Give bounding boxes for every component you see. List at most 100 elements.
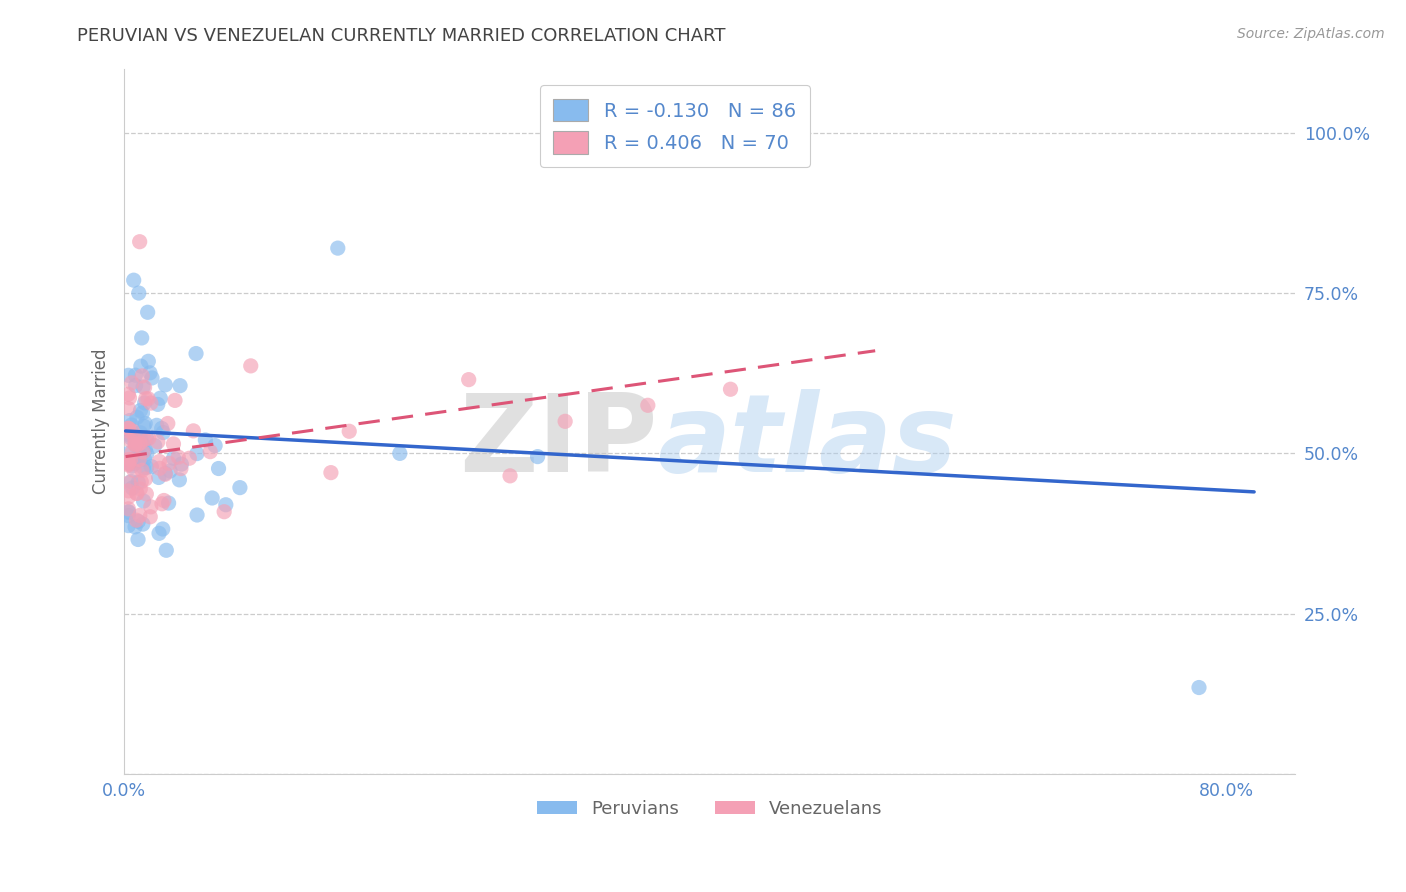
Point [637, 398, 659, 412]
Point [139, 500, 162, 514]
Legend: Peruvians, Venezuelans: Peruvians, Venezuelans [530, 793, 890, 825]
Point [163, 393, 186, 408]
Point [156, 417, 179, 431]
Point [134, 472, 156, 486]
Point [184, 346, 207, 360]
Point [152, 522, 174, 536]
Point [124, 437, 146, 451]
Point [117, 421, 139, 435]
Point [200, 444, 222, 458]
Point [132, 445, 155, 459]
Point [125, 450, 148, 465]
Point [118, 475, 141, 490]
Point [117, 368, 139, 383]
Point [121, 446, 143, 460]
Point [157, 496, 180, 510]
Point [143, 439, 166, 453]
Point [1188, 681, 1211, 695]
Point [204, 439, 226, 453]
Point [215, 498, 238, 512]
Point [152, 425, 174, 440]
Point [148, 526, 170, 541]
Point [120, 452, 142, 467]
Point [194, 433, 217, 447]
Point [125, 410, 148, 425]
Point [134, 452, 156, 467]
Point [117, 457, 139, 471]
Point [135, 447, 157, 461]
Point [129, 475, 152, 489]
Point [127, 533, 149, 547]
Point [129, 403, 152, 417]
Point [155, 377, 177, 392]
Point [135, 487, 157, 501]
Point [139, 396, 162, 410]
Point [159, 464, 181, 478]
Point [167, 450, 190, 464]
Point [124, 433, 146, 447]
Point [128, 452, 150, 467]
Point [132, 460, 155, 475]
Point [117, 401, 139, 416]
Point [121, 481, 143, 495]
Point [125, 486, 148, 500]
Point [148, 454, 170, 468]
Point [139, 366, 162, 380]
Point [526, 450, 548, 464]
Point [129, 432, 152, 446]
Point [121, 459, 143, 474]
Point [554, 414, 576, 428]
Point [148, 470, 170, 484]
Point [207, 461, 229, 475]
Point [149, 391, 172, 405]
Point [132, 380, 155, 394]
Point [135, 432, 157, 446]
Point [212, 505, 235, 519]
Point [162, 451, 184, 466]
Point [117, 490, 139, 504]
Point [117, 454, 139, 468]
Point [127, 515, 149, 529]
Point [129, 425, 152, 440]
Point [124, 437, 146, 451]
Point [117, 456, 139, 470]
Point [118, 391, 141, 405]
Point [117, 387, 139, 401]
Point [135, 392, 157, 406]
Point [128, 508, 150, 523]
Point [239, 359, 262, 373]
Point [134, 396, 156, 410]
Point [186, 508, 208, 522]
Point [141, 371, 163, 385]
Point [117, 508, 139, 523]
Point [162, 437, 184, 451]
Point [127, 437, 149, 451]
Point [125, 513, 148, 527]
Point [129, 359, 152, 373]
Point [131, 437, 153, 451]
Point [186, 447, 208, 461]
Point [149, 461, 172, 475]
Point [121, 417, 143, 432]
Point [131, 406, 153, 420]
Point [117, 501, 139, 516]
Point [319, 466, 342, 480]
Point [145, 418, 167, 433]
Text: PERUVIAN VS VENEZUELAN CURRENTLY MARRIED CORRELATION CHART: PERUVIAN VS VENEZUELAN CURRENTLY MARRIED… [77, 27, 725, 45]
Point [457, 373, 479, 387]
Point [141, 459, 163, 474]
Point [128, 286, 150, 301]
Point [129, 482, 152, 496]
Point [127, 450, 149, 465]
Point [138, 431, 160, 445]
Point [124, 378, 146, 392]
Point [117, 452, 139, 467]
Point [120, 434, 142, 448]
Point [117, 505, 139, 519]
Point [720, 382, 742, 396]
Point [169, 473, 191, 487]
Point [499, 468, 522, 483]
Point [388, 446, 411, 460]
Point [117, 505, 139, 519]
Point [129, 448, 152, 462]
